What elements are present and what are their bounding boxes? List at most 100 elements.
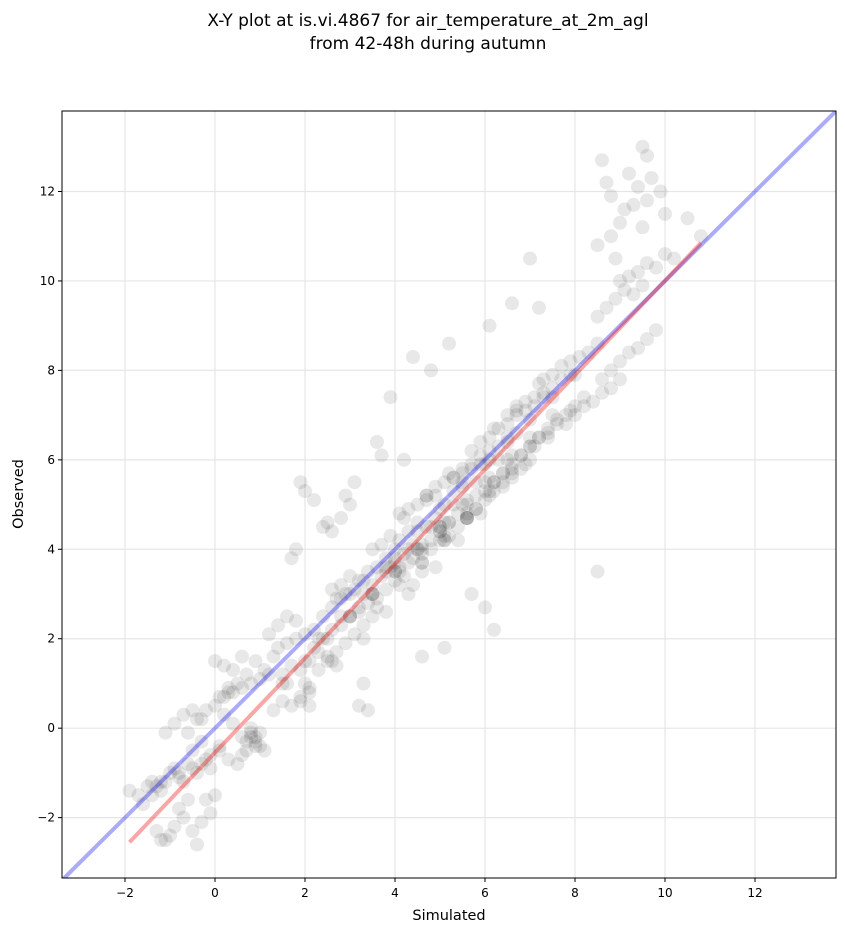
scatter-point [334,618,348,633]
scatter-point [473,448,488,463]
scatter-point [590,336,605,351]
scatter-point [455,475,470,490]
scatter-point [500,430,515,445]
scatter-point [343,609,357,624]
y-tick-label-0: −2 [37,811,55,825]
scatter-point [298,676,312,691]
scatter-point [172,765,186,780]
scatter-point [496,466,510,481]
scatter-point [361,703,375,718]
scatter-point [307,640,321,655]
scatter-point [653,184,668,199]
scatter-point [325,622,339,637]
scatter-point [388,564,402,579]
scatter-point [595,385,609,400]
scatter-point [392,564,407,579]
scatter-point [271,618,285,633]
scatter-point [590,564,605,579]
scatter-point [302,685,317,700]
scatter-point [541,421,555,436]
scatter-point [131,788,146,803]
scatter-point [464,443,479,458]
scatter-point [316,609,330,624]
scatter-point [284,658,299,673]
scatter-point [253,672,267,686]
scatter-point [230,757,245,771]
scatter-point [442,515,456,530]
scatter-point [442,466,456,481]
scatter-point [428,511,443,525]
scatter-point [253,725,267,740]
scatter-point [239,743,254,758]
scatter-point [415,555,429,570]
scatter-point [212,743,227,758]
scatter-point [302,698,317,713]
scatter-point [293,663,308,677]
scatter-point [302,680,317,695]
scatter-point [379,560,393,575]
scatter-point [356,573,371,588]
scatter-point [203,761,218,776]
scatter-point [644,171,659,186]
scatter-point [604,363,618,378]
scatter-point [424,363,438,378]
scatter-point [532,300,546,315]
scatter-point [478,484,492,499]
scatter-point [167,819,182,834]
scatter-point [428,488,443,503]
scatter-point [545,381,560,396]
scatter-point [401,555,416,570]
scatter-point [523,439,537,454]
scatter-point [316,631,330,646]
scatter-point [505,466,519,481]
scatter-point [550,417,564,432]
x-tick-label-0: −2 [116,886,134,900]
scatter-point [658,206,672,221]
scatter-point [374,537,389,552]
scatter-point [433,524,447,539]
scatter-point [221,685,236,700]
scatter-point [388,551,402,566]
scatter-point [221,680,236,695]
scatter-point [356,631,371,646]
scatter-point [590,238,605,253]
scatter-point [379,564,393,579]
scatter-point [554,358,569,373]
scatter-point [194,757,209,771]
scatter-point [437,533,452,548]
x-tick-label-6: 10 [657,886,672,900]
scatter-point [523,439,537,454]
scatter-point [311,663,326,677]
scatter-point [446,470,461,485]
scatter-point [473,457,488,472]
scatter-point [518,394,533,409]
scatter-point [415,564,429,579]
scatter-point [482,488,497,503]
scatter-point [176,774,191,789]
scatter-point [424,519,438,534]
scatter-point [226,685,240,700]
scatter-point [343,587,357,601]
scatter-point [361,564,375,579]
scatter-point [154,833,168,847]
scatter-point [325,600,339,615]
scatter-point [167,716,182,731]
scatter-point [181,757,195,771]
scatter-point [154,774,168,789]
scatter-point [559,417,573,432]
scatter-point [185,743,200,758]
scatter-point [217,707,231,722]
scatter-point [487,622,501,637]
scatter-point [325,524,339,539]
scatter-point [374,569,389,584]
scatter-point [536,372,551,387]
scatter-point [298,654,312,669]
scatter-point [406,350,420,364]
scatter-point [410,542,425,557]
scatter-point [410,497,425,512]
scatter-point [338,587,353,601]
scatter-point [392,560,407,575]
scatter-point [334,609,348,624]
scatter-point [608,251,623,266]
